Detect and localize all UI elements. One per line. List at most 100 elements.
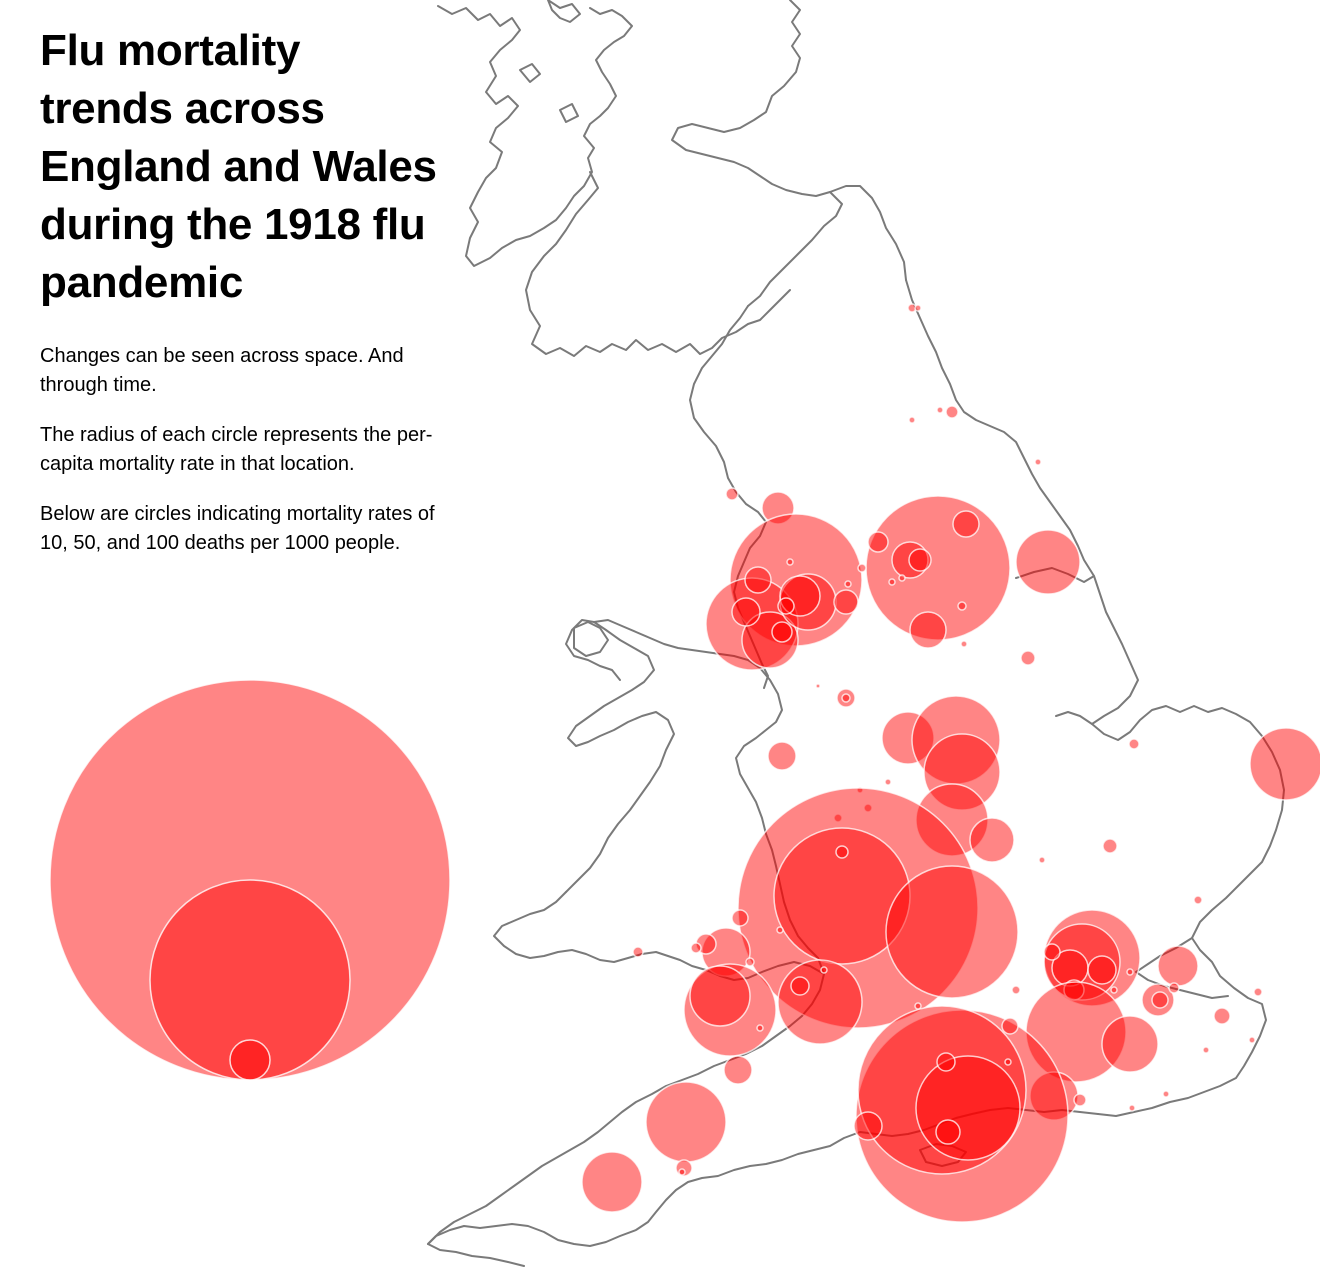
- mortality-bubble: [1193, 895, 1203, 905]
- coastline-england-east: [905, 279, 1285, 1117]
- mortality-bubble: [1063, 979, 1085, 1001]
- mortality-bubble: [1101, 1015, 1159, 1073]
- mortality-bubble: [689, 965, 751, 1027]
- mortality-bubble: [1202, 1046, 1210, 1054]
- mortality-bubble: [835, 845, 849, 859]
- coastline-scotland-southwest: [525, 171, 791, 357]
- mortality-bubble: [885, 865, 1019, 999]
- mortality-bubble: [632, 946, 644, 958]
- mortality-bubble: [756, 1024, 764, 1032]
- mortality-bubble: [909, 611, 947, 649]
- mortality-bubble: [923, 733, 1001, 811]
- mortality-bubble: [1004, 1058, 1012, 1066]
- mortality-bubble: [731, 597, 761, 627]
- mortality-bubble: [907, 303, 917, 313]
- mortality-bubble: [891, 541, 929, 579]
- mortality-bubble: [1126, 968, 1134, 976]
- mortality-bubble: [776, 926, 784, 934]
- mortality-bubble: [969, 817, 1015, 863]
- legend: [49, 679, 451, 1081]
- mortality-bubble: [786, 558, 794, 566]
- mortality-bubble: [945, 405, 959, 419]
- mortality-bubble: [1029, 1071, 1079, 1121]
- mortality-bubble: [741, 611, 799, 669]
- mortality-bubble: [1110, 986, 1118, 994]
- mortality-bubble: [1141, 983, 1175, 1017]
- mortality-bubble: [888, 578, 896, 586]
- mortality-bubble: [1213, 1007, 1231, 1025]
- mortality-bubble: [833, 589, 859, 615]
- mortality-bubble: [1038, 856, 1046, 864]
- mortality-bubble: [863, 803, 873, 813]
- mortality-bubble: [1151, 991, 1169, 1009]
- mortality-bubble: [1162, 1090, 1170, 1098]
- mortality-bubble: [914, 1002, 922, 1010]
- mortality-bubble: [855, 1009, 1069, 1223]
- mortality-bubble: [690, 942, 702, 954]
- intro-paragraph: Changes can be seen across space. And th…: [40, 345, 404, 396]
- mortality-bubble: [737, 787, 979, 1029]
- legend-intro: Below are circles indicating mortality r…: [40, 503, 435, 554]
- mortality-bubble: [1168, 982, 1180, 994]
- coastline-humber: [1015, 567, 1095, 583]
- mortality-bubble: [881, 711, 935, 765]
- mortality-bubble: [773, 827, 911, 965]
- mortality-bubble: [960, 640, 968, 648]
- mortality-bubble: [581, 1151, 643, 1213]
- coastline-scotland-islands: [519, 0, 581, 123]
- coastline-wales-north: [593, 619, 825, 975]
- mortality-bubble: [1015, 529, 1081, 595]
- mortality-bubble: [1043, 923, 1121, 1001]
- mortality-bubble: [857, 1005, 1027, 1175]
- mortality-bubble: [1087, 955, 1117, 985]
- mortality-bubble: [745, 957, 755, 967]
- page-title: Flu mortality trends across England and …: [40, 26, 437, 307]
- mortality-bubble: [1248, 1036, 1256, 1044]
- coastline-wales-west: [565, 619, 675, 893]
- coastline-anglesey: [573, 621, 609, 657]
- mortality-bubble: [777, 597, 795, 615]
- mortality-bubble: [957, 601, 967, 611]
- mortality-bubble: [723, 1055, 753, 1085]
- coastline-wash: [1055, 711, 1093, 725]
- mortality-bubble: [908, 416, 916, 424]
- mortality-bubble: [1020, 650, 1036, 666]
- mortality-bubble: [767, 741, 797, 771]
- text-panel: Flu mortality trends across England and …: [40, 22, 440, 557]
- mortality-bubble: [914, 304, 922, 312]
- coastline-thames: [1135, 937, 1229, 999]
- mortality-bubble: [935, 1119, 961, 1145]
- mortality-bubble: [857, 563, 867, 573]
- mortality-bubble: [790, 976, 810, 996]
- mortality-bubble: [683, 963, 777, 1057]
- mortality-bubble: [761, 491, 795, 525]
- mortality-bubble: [744, 566, 772, 594]
- mortality-bubble: [1102, 838, 1118, 854]
- mortality-bubble: [678, 1168, 686, 1176]
- mortality-bubble: [1001, 1017, 1019, 1035]
- mortality-bubble: [731, 909, 749, 927]
- mortality-bubble: [915, 1055, 1021, 1161]
- mortality-bubble: [898, 574, 906, 582]
- legend-circle-10: [229, 1039, 271, 1081]
- mortality-bubble: [815, 683, 821, 689]
- mortality-bubble: [1157, 945, 1199, 987]
- mortality-bubble: [853, 1111, 883, 1141]
- mortality-bubble: [1043, 943, 1061, 961]
- mortality-bubble: [884, 778, 892, 786]
- mortality-bubble: [779, 575, 821, 617]
- mortality-bubble: [1128, 738, 1140, 750]
- coastline-wales-south: [493, 891, 825, 981]
- mortality-bubble: [841, 693, 851, 703]
- coastline-isle-of-wight: [919, 1143, 967, 1167]
- mortality-bubble: [836, 688, 856, 708]
- mortality-bubble: [771, 621, 793, 643]
- mortality-bubble: [908, 548, 932, 572]
- mortality-bubbles: [581, 303, 1320, 1223]
- mortality-bubble: [1011, 985, 1021, 995]
- mortality-bubble: [1073, 1093, 1087, 1107]
- radius-explanation: The radius of each circle represents the…: [40, 424, 433, 475]
- coastline-southwest-north: [427, 973, 825, 1245]
